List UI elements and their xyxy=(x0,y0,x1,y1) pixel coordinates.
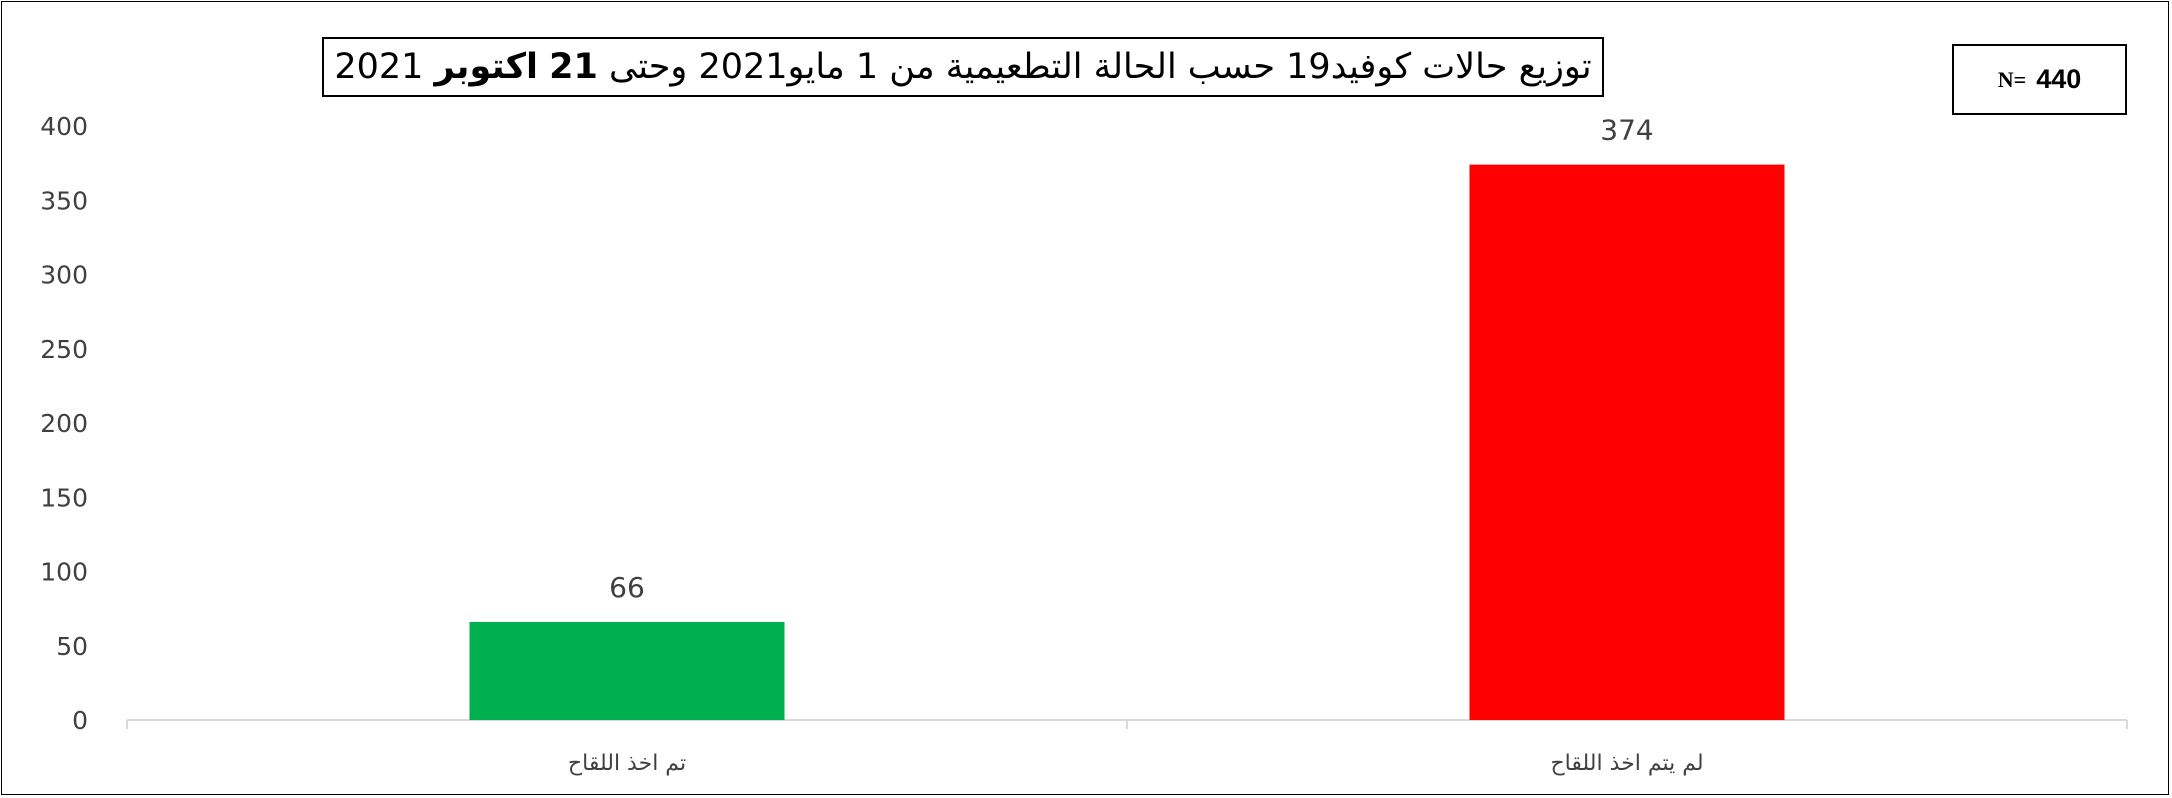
chart-title-month: اكتوبر xyxy=(434,47,539,87)
data-label: 66 xyxy=(609,571,645,604)
y-tick-label: 100 xyxy=(40,558,88,587)
y-tick-label: 150 xyxy=(40,483,88,512)
x-category-label: لم يتم اخذ اللقاح xyxy=(1550,751,1703,776)
y-tick-label: 250 xyxy=(40,335,88,364)
y-tick-label: 50 xyxy=(56,632,88,661)
chart-title-lead: توزيع حالات كوفيد19 حسب الحالة التطعيمية… xyxy=(609,47,1592,87)
data-label: 374 xyxy=(1600,114,1653,147)
bar-2 xyxy=(1469,164,1785,721)
y-tick-label: 400 xyxy=(40,112,88,141)
chart-title-year: 2021 xyxy=(334,47,424,87)
bar-1 xyxy=(469,621,785,720)
x-category-label: تم اخذ اللقاح xyxy=(568,751,686,776)
y-tick-label: 350 xyxy=(40,186,88,215)
sample-size-value: 440 xyxy=(2036,64,2082,94)
y-tick-label: 200 xyxy=(40,409,88,438)
chart-title-day: 21 xyxy=(549,47,598,87)
chart-title: توزيع حالات كوفيد19 حسب الحالة التطعيمية… xyxy=(322,37,1604,97)
sample-size-label: N= xyxy=(1997,66,2027,92)
y-tick-label: 0 xyxy=(72,706,88,735)
sample-size-box: N= 440 xyxy=(1952,44,2127,115)
y-tick-label: 300 xyxy=(40,261,88,290)
